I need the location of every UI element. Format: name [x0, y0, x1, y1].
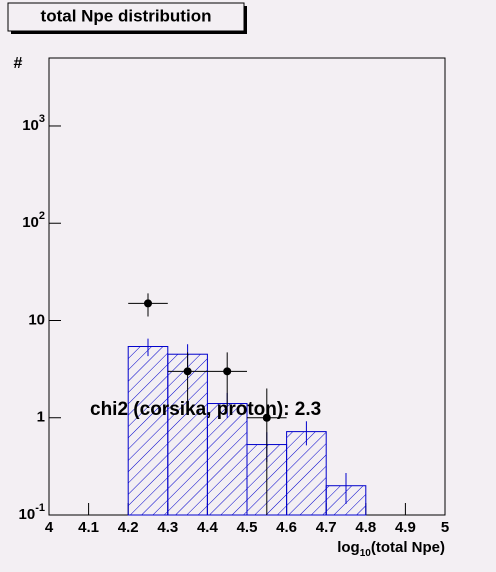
y-tick-exp: 3: [39, 113, 45, 125]
histogram-bar: [167, 353, 208, 516]
x-tick-label: 4: [45, 519, 54, 536]
y-tick-exp: -1: [35, 502, 45, 514]
x-tick-label: 4.1: [78, 519, 99, 536]
x-label-rest: (total Npe): [371, 539, 445, 556]
x-label-base: log: [337, 539, 360, 556]
x-label-sub: 10: [360, 548, 372, 559]
data-point: [183, 367, 192, 376]
y-tick-label: 103: [22, 113, 45, 134]
x-tick-label: 4.2: [118, 519, 139, 536]
x-tick-label: 4.9: [395, 519, 416, 536]
y-tick-base: 10: [22, 117, 39, 134]
x-tick-label: 4.4: [197, 519, 219, 536]
y-tick-label: 10: [28, 311, 45, 328]
annotation: chi2 (corsika, proton): 2.3: [90, 399, 321, 420]
data-point: [262, 413, 271, 422]
x-tick-label: 4.5: [237, 519, 258, 536]
histogram-bar: [286, 431, 327, 516]
y-tick-label: 102: [22, 210, 45, 231]
title-box: [7, 2, 245, 32]
data-point: [144, 299, 152, 308]
histogram-bar: [127, 346, 169, 516]
x-tick-label: 4.7: [316, 519, 337, 536]
histogram-bar: [206, 403, 248, 516]
chart-title: total Npe distribution: [41, 6, 212, 25]
x-tick-label: 4.8: [355, 519, 376, 536]
y-tick-base: 10: [19, 506, 36, 523]
y-tick-exp: 2: [39, 210, 45, 222]
y-tick-label: 1: [37, 409, 45, 426]
y-tick-label: 10-1: [19, 502, 45, 523]
x-tick-label: 4.3: [157, 519, 178, 536]
x-tick-label: 5: [441, 519, 449, 536]
x-tick-label: 4.6: [276, 519, 297, 536]
data-point: [223, 367, 232, 376]
x-axis-label: log10(total Npe): [337, 539, 445, 559]
y-tick-base: 10: [22, 214, 39, 231]
y-axis-label: #: [14, 55, 23, 72]
